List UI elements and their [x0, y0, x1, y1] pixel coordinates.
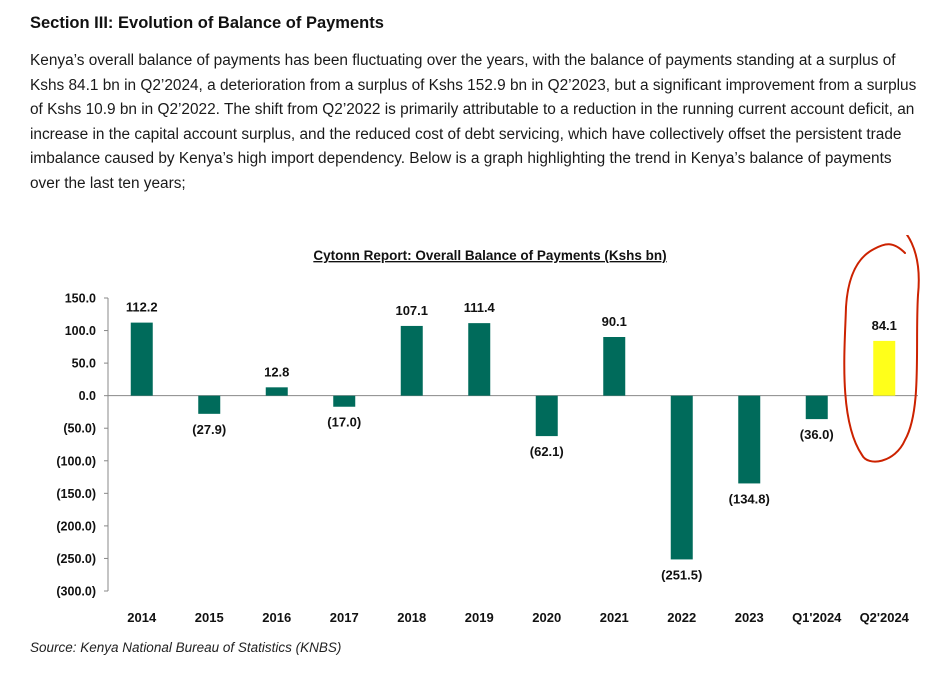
chart-bars: [130, 322, 896, 560]
chart-axes: 150.0 100.0 50.0 0.0 (50.0) (100.0) (150.0) (20…: [56, 292, 918, 625]
data-label: 12.8: [264, 364, 289, 379]
body-paragraph: Kenya’s overall balance of payments has …: [30, 52, 917, 192]
highlight-circle-annotation: [843, 235, 920, 463]
y-tick-label: (300.0): [56, 585, 96, 599]
data-label: 111.4: [464, 300, 496, 315]
y-tick-label: (200.0): [56, 519, 96, 533]
y-tick-label: (50.0): [63, 422, 96, 436]
x-tick-label: 2014: [127, 610, 157, 625]
y-tick-label: (100.0): [56, 454, 96, 468]
data-label: (134.8): [729, 491, 770, 506]
data-label: 84.1: [872, 318, 897, 333]
y-tick-label: 0.0: [79, 389, 96, 403]
bar-2022: [670, 395, 693, 560]
data-label: (17.0): [327, 415, 361, 430]
bar-2023: [738, 395, 761, 484]
x-tick-label: Q2'2024: [860, 610, 910, 625]
bar-2017: [333, 395, 356, 407]
data-label: (251.5): [661, 567, 702, 582]
bar-Q1'2024: [805, 395, 828, 420]
data-label: 90.1: [602, 314, 627, 329]
bar-2015: [198, 395, 221, 414]
data-label: 112.2: [126, 300, 158, 315]
x-tick-label: 2018: [397, 610, 426, 625]
bar-2014: [130, 322, 153, 396]
data-label: (62.1): [530, 444, 564, 459]
y-tick-label: 100.0: [65, 324, 96, 338]
balance-of-payments-chart: Cytonn Report: Overall Balance of Paymen…: [56, 235, 920, 625]
x-tick-label: 2017: [330, 610, 359, 625]
chart-data-labels: 112.2 (27.9) 12.8 (17.0) 107.1 111.4 (62.1) 90.…: [126, 300, 897, 583]
data-label: (27.9): [192, 422, 226, 437]
data-label: (36.0): [800, 427, 834, 442]
bar-2019: [468, 323, 491, 396]
y-tick-label: (250.0): [56, 552, 96, 566]
x-tick-label: 2020: [532, 610, 561, 625]
y-tick-label: 50.0: [72, 357, 96, 371]
y-tick-label: (150.0): [56, 487, 96, 501]
bar-Q2'2024: [873, 340, 896, 396]
bar-2018: [400, 325, 423, 396]
x-tick-label: 2021: [600, 610, 629, 625]
x-tick-label: 2016: [262, 610, 291, 625]
x-tick-label: 2019: [465, 610, 494, 625]
bar-2021: [603, 337, 626, 396]
x-tick-label: 2023: [735, 610, 764, 625]
chart-title: Cytonn Report: Overall Balance of Paymen…: [313, 248, 666, 263]
y-tick-label: 150.0: [65, 292, 96, 306]
x-tick-label: 2015: [195, 610, 224, 625]
source-note: Source: Kenya National Bureau of Statist…: [30, 640, 342, 655]
bar-2016: [265, 387, 288, 396]
data-label: 107.1: [395, 303, 428, 318]
x-tick-label: Q1'2024: [792, 610, 842, 625]
section-heading: Section III: Evolution of Balance of Pay…: [30, 14, 384, 32]
x-tick-label: 2022: [667, 610, 696, 625]
bar-2020: [535, 395, 558, 437]
